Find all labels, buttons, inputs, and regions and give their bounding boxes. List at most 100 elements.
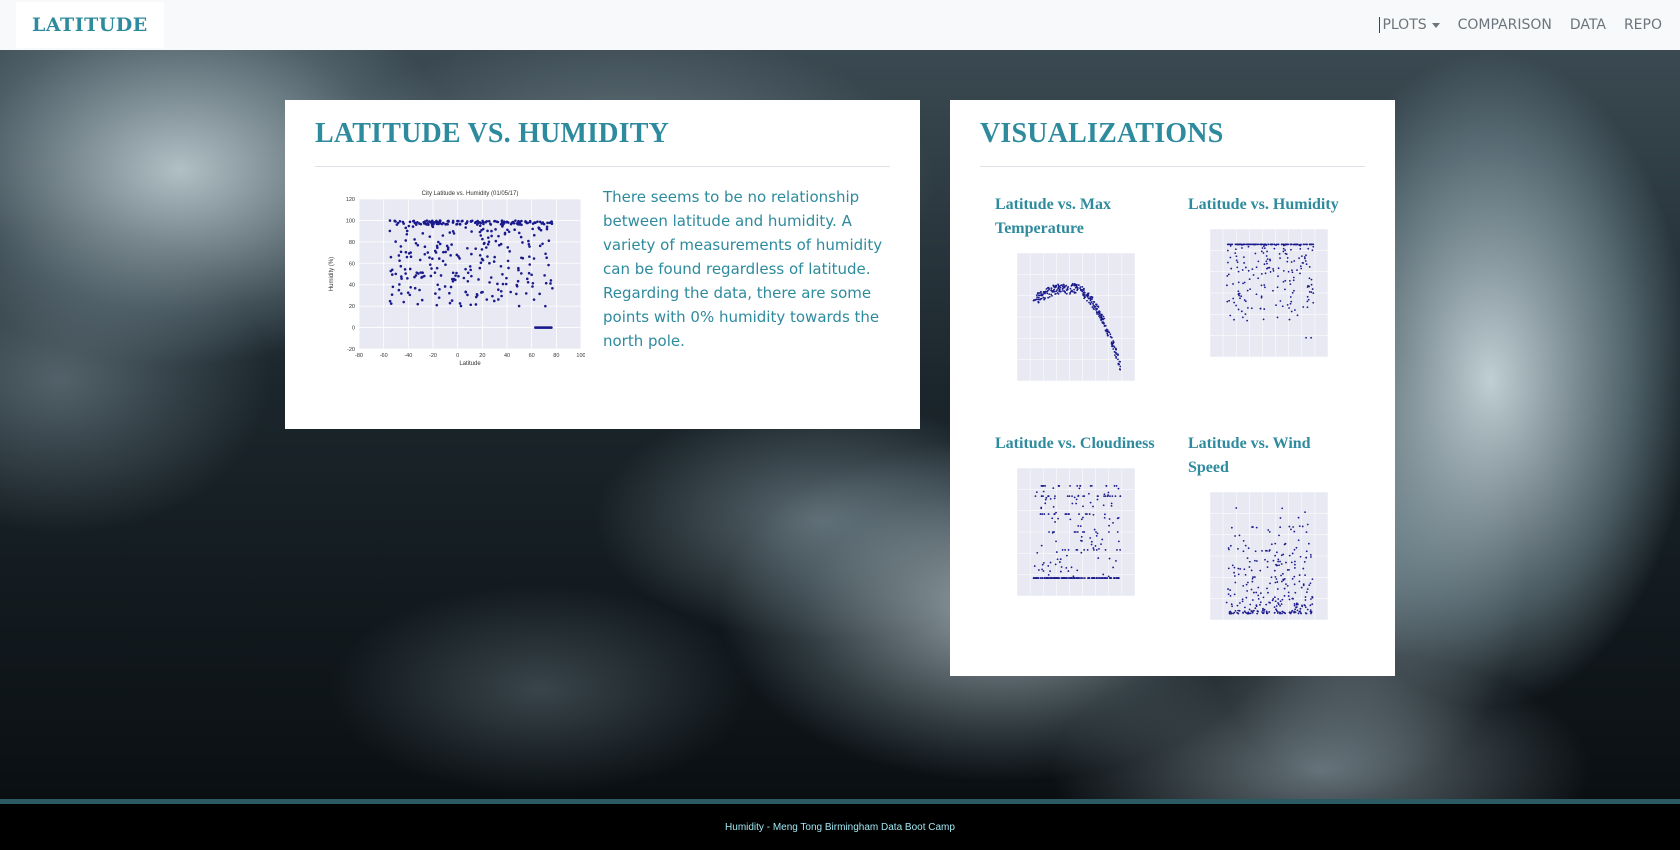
- thumbnail-point: [1241, 600, 1244, 603]
- humidity-thumbnail[interactable]: [1188, 219, 1338, 379]
- thumbnail-point: [1112, 521, 1114, 524]
- y-tick-label: 80: [349, 240, 355, 246]
- thumbnail-point: [1250, 307, 1253, 310]
- thumbnail-point: [1244, 544, 1247, 547]
- thumbnail-point: [1255, 560, 1258, 562]
- thumbnail-point: [1041, 577, 1044, 579]
- data-point: [438, 220, 442, 223]
- cloudiness-thumbnail[interactable]: [995, 458, 1145, 618]
- thumbnail-point: [1236, 604, 1239, 607]
- thumbnail-point: [1298, 610, 1301, 613]
- thumbnail-point: [1081, 531, 1084, 533]
- thumbnail-point: [1310, 291, 1313, 294]
- temperature-thumbnail[interactable]: [995, 243, 1145, 403]
- nav-plots-dropdown[interactable]: PLOTS: [1379, 17, 1440, 33]
- thumbnail-point: [1247, 269, 1250, 272]
- thumbnail-point: [1049, 570, 1051, 572]
- data-point: [420, 298, 424, 302]
- data-point: [506, 259, 510, 263]
- viz-item-wind-speed[interactable]: Latitude vs. Wind Speed: [1188, 432, 1381, 671]
- thumbnail-point: [1061, 549, 1064, 551]
- thumbnail-point: [1266, 262, 1268, 265]
- thumbnail-point: [1265, 603, 1268, 606]
- data-point: [514, 219, 517, 222]
- thumbnail-point: [1268, 530, 1271, 533]
- thumbnail-point: [1249, 612, 1252, 615]
- nav-data[interactable]: DATA: [1569, 17, 1606, 33]
- thumbnail-point: [1302, 567, 1305, 570]
- thumbnail-point: [1059, 570, 1062, 573]
- thumbnail-point: [1270, 543, 1273, 546]
- thumbnail-point: [1255, 266, 1258, 269]
- thumbnail-point: [1104, 549, 1107, 551]
- viz-item-humidity[interactable]: Latitude vs. Humidity: [1188, 193, 1381, 432]
- data-point: [428, 256, 431, 259]
- thumbnail-point: [1283, 578, 1286, 580]
- data-point: [437, 296, 441, 299]
- wind-speed-thumbnail[interactable]: [1188, 482, 1338, 642]
- nav-plots-label: PLOTS: [1382, 17, 1427, 33]
- data-point: [520, 272, 523, 275]
- thumbnail-point: [1040, 495, 1043, 498]
- viz-item-temperature[interactable]: Latitude vs. Max Temperature: [995, 193, 1188, 432]
- thumbnail-point: [1298, 574, 1301, 576]
- data-point: [531, 227, 534, 231]
- thumbnail-point: [1277, 603, 1280, 606]
- thumbnail-point: [1309, 554, 1312, 556]
- thumbnail-point: [1109, 577, 1112, 579]
- nav-comparison[interactable]: COMPARISON: [1457, 17, 1552, 33]
- data-point: [450, 243, 453, 246]
- thumbnail-point: [1288, 318, 1291, 321]
- data-point: [547, 263, 550, 267]
- nav-repo[interactable]: REPO: [1623, 17, 1662, 33]
- thumbnail-point: [1305, 254, 1307, 257]
- thumbnail-point: [1246, 289, 1249, 292]
- thumbnail-point: [1262, 252, 1265, 254]
- visualizations-title: VISUALIZATIONS: [980, 118, 1365, 167]
- thumbnail-point: [1281, 572, 1284, 575]
- data-point: [399, 264, 403, 268]
- viz-item-cloudiness[interactable]: Latitude vs. Cloudiness: [995, 432, 1188, 671]
- x-tick-label: -80: [355, 353, 363, 359]
- data-point: [494, 228, 497, 231]
- thumbnail-point: [1297, 516, 1300, 519]
- thumbnail-point: [1070, 566, 1073, 569]
- thumbnail-point: [1299, 555, 1302, 558]
- data-point: [480, 228, 483, 232]
- data-point: [413, 238, 416, 241]
- thumbnail-point: [1076, 531, 1079, 533]
- thumbnail-point: [1303, 561, 1306, 563]
- thumbnail-point: [1237, 308, 1240, 311]
- thumbnail-point: [1311, 595, 1314, 598]
- thumbnail-point: [1242, 550, 1245, 553]
- thumbnail-point: [1119, 549, 1122, 551]
- data-point: [527, 242, 531, 246]
- data-point: [532, 233, 536, 237]
- thumbnail-point: [1102, 573, 1105, 576]
- thumbnail-point: [1095, 577, 1098, 579]
- thumbnail-point: [1311, 249, 1314, 252]
- thumbnail-point: [1260, 296, 1263, 299]
- thumbnail-point: [1231, 564, 1234, 567]
- data-point: [519, 235, 523, 239]
- thumbnail-point: [1277, 560, 1280, 563]
- thumbnail-point: [1115, 560, 1117, 562]
- brand-logo[interactable]: LATITUDE: [16, 2, 164, 48]
- x-tick-label: -60: [380, 353, 388, 359]
- thumbnail-point: [1275, 578, 1278, 580]
- data-point: [404, 239, 408, 242]
- data-point: [515, 292, 518, 296]
- viz-title-humidity: Latitude vs. Humidity: [1188, 196, 1339, 213]
- data-point: [436, 246, 439, 250]
- thumbnail-point: [1274, 600, 1277, 603]
- data-point: [490, 229, 493, 233]
- thumbnail-point: [1272, 559, 1275, 562]
- thumbnail-point: [1259, 307, 1262, 310]
- thumbnail-point: [1292, 526, 1295, 528]
- data-point: [431, 257, 434, 260]
- thumbnail-point: [1289, 243, 1292, 246]
- data-point: [414, 241, 418, 245]
- thumbnail-point: [1040, 293, 1043, 296]
- thumbnail-point: [1241, 598, 1244, 601]
- data-point: [525, 277, 529, 281]
